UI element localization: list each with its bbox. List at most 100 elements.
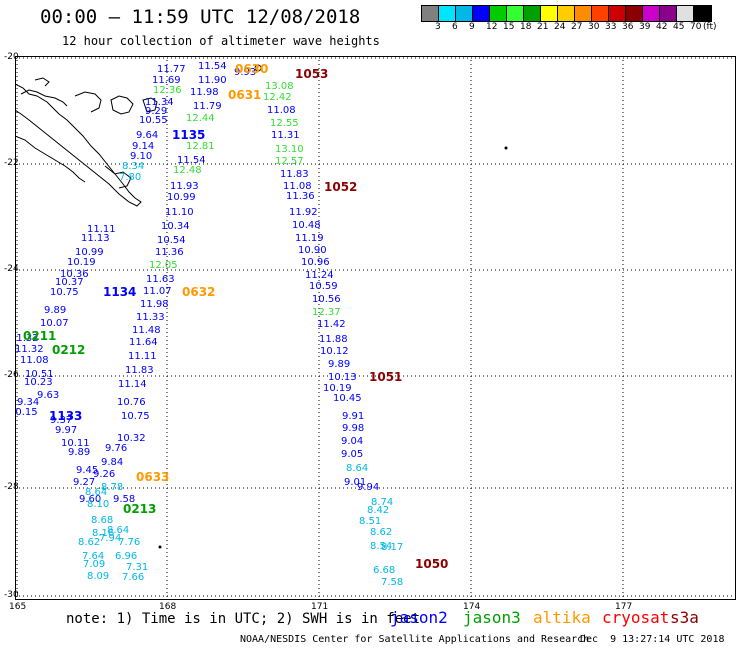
track-label: 1052	[324, 180, 357, 194]
swh-value: 12.42	[263, 92, 292, 103]
coastline-path	[34, 77, 50, 87]
swh-value: 6.96	[115, 551, 137, 562]
lat-label: -26	[4, 370, 19, 380]
swh-value: 9.63	[37, 390, 59, 401]
legend-label: 21	[537, 22, 549, 32]
swh-value: 11.54	[198, 61, 227, 72]
swh-value: 10.23	[24, 377, 53, 388]
swh-value: 8.51	[359, 516, 381, 527]
swh-value: 11.32	[15, 333, 39, 344]
swh-value: 8.74	[371, 497, 393, 508]
legend-swatch	[694, 6, 711, 21]
grid-lines	[15, 56, 736, 600]
swh-value: 7.31	[126, 562, 148, 573]
swh-value: 9.05	[341, 449, 363, 460]
swh-value: 12.57	[275, 156, 304, 167]
swh-value: 8.54	[370, 541, 392, 552]
swh-value: 9.89	[68, 447, 90, 458]
legend-label: 36	[622, 22, 634, 32]
legend-label: 24	[554, 22, 566, 32]
swh-value: 10.99	[75, 247, 104, 258]
swh-value: 11.11	[128, 351, 157, 362]
legend-swatch	[473, 6, 490, 21]
swh-value: 11.98	[190, 87, 219, 98]
coastline	[15, 64, 508, 549]
coastline-path	[15, 135, 86, 183]
swh-value: 10.54	[157, 235, 186, 246]
swh-value: 11.64	[129, 337, 158, 348]
swh-value: 7.94	[99, 533, 121, 544]
page-subtitle: 12 hour collection of altimeter wave hei…	[62, 34, 380, 48]
swh-value: 12.81	[186, 141, 215, 152]
track-label: 1133	[49, 409, 82, 423]
lat-label: -20	[4, 52, 19, 62]
track-label: 0633	[136, 470, 169, 484]
swh-value: 10.96	[301, 257, 330, 268]
swh-value: 9.91	[342, 411, 364, 422]
lon-label: 171	[311, 602, 329, 612]
swh-value: 11.83	[125, 365, 154, 376]
island-marker	[254, 64, 262, 72]
legend-label: 6	[452, 22, 458, 32]
swh-value: 10.19	[323, 383, 352, 394]
swh-value: 11.54	[177, 155, 206, 166]
legend-label: 18	[520, 22, 532, 32]
legend-label: 42	[656, 22, 668, 32]
swh-value: 9.76	[105, 443, 127, 454]
swh-value: 11.07	[143, 286, 172, 297]
legend-label: 12	[486, 22, 498, 32]
footnote: note: 1) Time is in UTC; 2) SWH is in fe…	[66, 611, 421, 627]
swh-value: 11.08	[267, 105, 296, 116]
swh-value: 11.69	[152, 75, 181, 86]
swh-value: 9.58	[113, 494, 135, 505]
swh-value: 10.55	[139, 115, 168, 126]
swh-value: 11.92	[289, 207, 318, 218]
credit-line: NOAA/NESDIS Center for Satellite Applica…	[240, 634, 590, 645]
legend-swatch	[558, 6, 575, 21]
legend-label: 45	[673, 22, 685, 32]
swh-value: 9.94	[357, 482, 379, 493]
swh-value: 8.78	[101, 482, 123, 493]
swh-value: 11.83	[280, 169, 309, 180]
swh-value: 9.84	[101, 457, 123, 468]
page-title: 00:00 – 11:59 UTC 12/08/2018	[40, 6, 361, 28]
lon-label: 165	[9, 602, 27, 612]
legend-swatch	[643, 6, 660, 21]
swh-value: 11.24	[305, 270, 334, 281]
legend-label: 39	[639, 22, 651, 32]
legend-swatch	[439, 6, 456, 21]
swh-value: 9.89	[328, 359, 350, 370]
track-label: 0630	[235, 62, 268, 76]
swh-value: 10.51	[25, 369, 54, 380]
legend-swatch	[490, 6, 507, 21]
swh-value: 12.48	[173, 165, 202, 176]
swh-value: 8.64	[346, 463, 368, 474]
color-legend	[421, 5, 712, 22]
swh-value: 7.76	[118, 537, 140, 548]
swh-value: 13.10	[275, 144, 304, 155]
lat-label: -22	[4, 158, 19, 168]
swh-value: 7.80	[119, 172, 141, 183]
track-label: 0631	[228, 88, 261, 102]
swh-value: 11.48	[132, 325, 161, 336]
lon-label: 177	[615, 602, 633, 612]
swh-value: 11.33	[136, 312, 165, 323]
swh-value: 9.93	[234, 67, 256, 78]
swh-value: 11.36	[286, 191, 315, 202]
swh-value: 9.34	[17, 397, 39, 408]
swh-value: 11.88	[319, 334, 348, 345]
swh-value: 9.98	[342, 423, 364, 434]
swh-value: 8.10	[87, 499, 109, 510]
swh-value: 10.07	[40, 318, 69, 329]
swh-value: 10.34	[161, 221, 190, 232]
swh-value: 9.45	[76, 465, 98, 476]
legend-swatch	[422, 6, 439, 21]
coastline-path	[110, 95, 134, 115]
swh-value: 10.45	[333, 393, 362, 404]
coastline-path	[104, 165, 132, 189]
swh-value: 11.79	[193, 101, 222, 112]
map-frame	[15, 56, 736, 600]
legend-swatch	[660, 6, 677, 21]
swh-value: 11.11	[87, 224, 116, 235]
